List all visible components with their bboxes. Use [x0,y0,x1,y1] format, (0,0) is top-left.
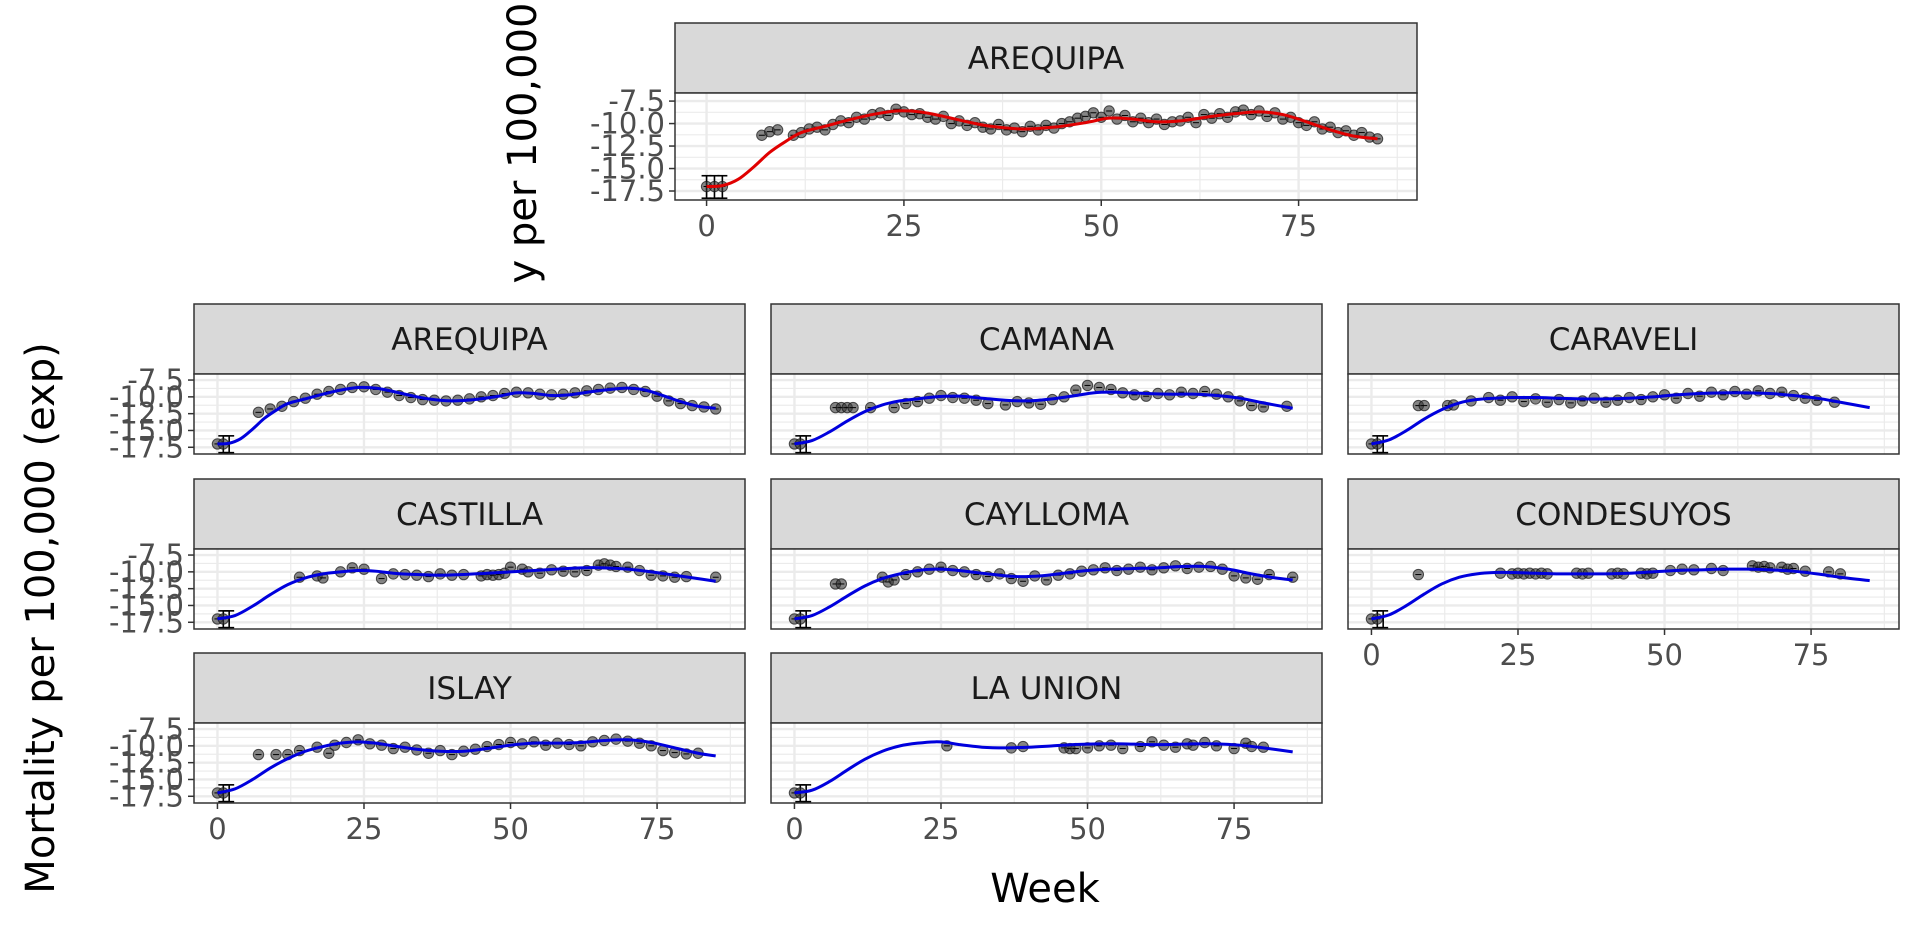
trend-line [794,564,1293,621]
facet-strip [193,303,746,375]
trend-line [217,566,716,621]
facet-panel-3: CARAVELI [1347,303,1900,455]
x-tick-label: 50 [1083,209,1120,243]
panel-plot-area [675,93,1417,200]
x-tick-label: 75 [1216,812,1253,846]
facet-strip [674,22,1418,94]
y-tick-label: -7.5 [608,84,665,118]
x-tick-label: 50 [492,812,529,846]
y-tick-label: -17.5 [109,779,184,813]
facet-strip-label: AREQUIPA [391,322,547,358]
y-tick-label: -12.5 [109,572,184,606]
x-tick-label: 25 [1500,638,1537,672]
y-tick-label: -10.0 [109,555,184,589]
y-tick-label: -17.5 [590,174,665,208]
facet-panel-4: CASTILLA -7.5-10.0-12.5-15.0-17.5 [109,478,746,639]
y-tick-label: -10.0 [109,729,184,763]
x-tick-label: 75 [1793,638,1830,672]
facet-panel-0: AREQUIPA -7.5-10.0-12.5-15.0-17.5 0 25 50 75 [590,22,1418,243]
panel-plot-area [771,374,1322,454]
panel-plot-area [771,549,1322,629]
x-tick-label: 50 [1069,812,1106,846]
facet-strip-label: CARAVELI [1549,322,1699,358]
facet-strip-label: CAYLLOMA [964,497,1129,533]
trend-line [794,390,1293,446]
panel-plot-area [194,549,745,629]
y-tick-label: -15.0 [590,152,665,186]
facet-strip-label: CONDESUYOS [1515,497,1731,533]
y-tick-label: -12.5 [109,746,184,780]
facet-strip-label: AREQUIPA [968,41,1124,77]
trend-line [1371,567,1870,621]
facet-strip-label: ISLAY [427,671,512,707]
y-axis-title: Mortality per 100,000 (exp) [18,342,64,893]
y-tick-label: -7.5 [127,538,184,572]
y-tick-label: -17.5 [109,430,184,464]
panel-border [1347,373,1900,455]
panel-plot-area [1348,549,1899,629]
panel-plot-area [1348,374,1899,454]
trend-line [794,740,1293,795]
y-tick-label: -15.0 [109,762,184,796]
y-tick-label: -12.5 [590,129,665,163]
x-tick-label: 0 [785,812,803,846]
panels-layer: AREQUIPA-7.5-10.0-12.5-15.0-17.50 25 50 75A… [109,22,1900,846]
facet-panel-6: CONDESUYOS 0 25 50 75 [1347,478,1900,672]
x-tick-label: 25 [346,812,383,846]
facet-panel-1: AREQUIPA -7.5-10.0-12.5-15.0-17.5 [109,303,746,464]
facet-panel-7: ISLAY -7.5-10.0-12.5-15.0-17.5 0 25 50 75 [109,652,746,846]
facet-strip [1347,478,1900,550]
y-tick-label: -7.5 [127,712,184,746]
x-tick-label: 25 [885,209,922,243]
panel-plot-area [771,723,1322,803]
x-tick-label: 0 [1362,638,1380,672]
trend-line [1371,391,1870,446]
y-tick-label: -15.0 [109,588,184,622]
x-tick-label: 0 [697,209,715,243]
facet-panel-5: CAYLLOMA [770,478,1323,630]
panel-border [770,722,1323,804]
x-tick-label: 75 [1280,209,1317,243]
panel-border [770,373,1323,455]
x-tick-label: 75 [639,812,676,846]
panel-border [1347,548,1900,630]
facet-strip [1347,303,1900,375]
y-tick-label: -7.5 [127,363,184,397]
y-tick-label: -10.0 [109,380,184,414]
x-axis-title: Week [990,866,1100,912]
trend-line [217,738,716,795]
y-tick-label: -12.5 [109,397,184,431]
x-tick-label: 0 [208,812,226,846]
facet-strip [193,478,746,550]
facet-panel-2: CAMANA [770,303,1323,455]
y-tick-label: -17.5 [109,605,184,639]
facet-panel-8: LA UNION 0 25 50 75 [770,652,1323,846]
facet-strip-label: CASTILLA [396,497,543,533]
trend-line [217,385,716,446]
panel-plot-area [194,374,745,454]
y-tick-label: -10.0 [590,107,665,141]
top-y-axis-title-fragment: y per 100,000 [500,3,546,284]
trend-line [706,109,1378,189]
y-tick-label: -15.0 [109,413,184,447]
x-tick-label: 25 [923,812,960,846]
facet-strip-label: CAMANA [979,322,1114,358]
x-tick-label: 50 [1646,638,1683,672]
facet-strip-label: LA UNION [971,671,1123,707]
panel-plot-area [194,723,745,803]
facet-strip [770,652,1323,724]
panel-border [770,548,1323,630]
facet-strip [770,478,1323,550]
